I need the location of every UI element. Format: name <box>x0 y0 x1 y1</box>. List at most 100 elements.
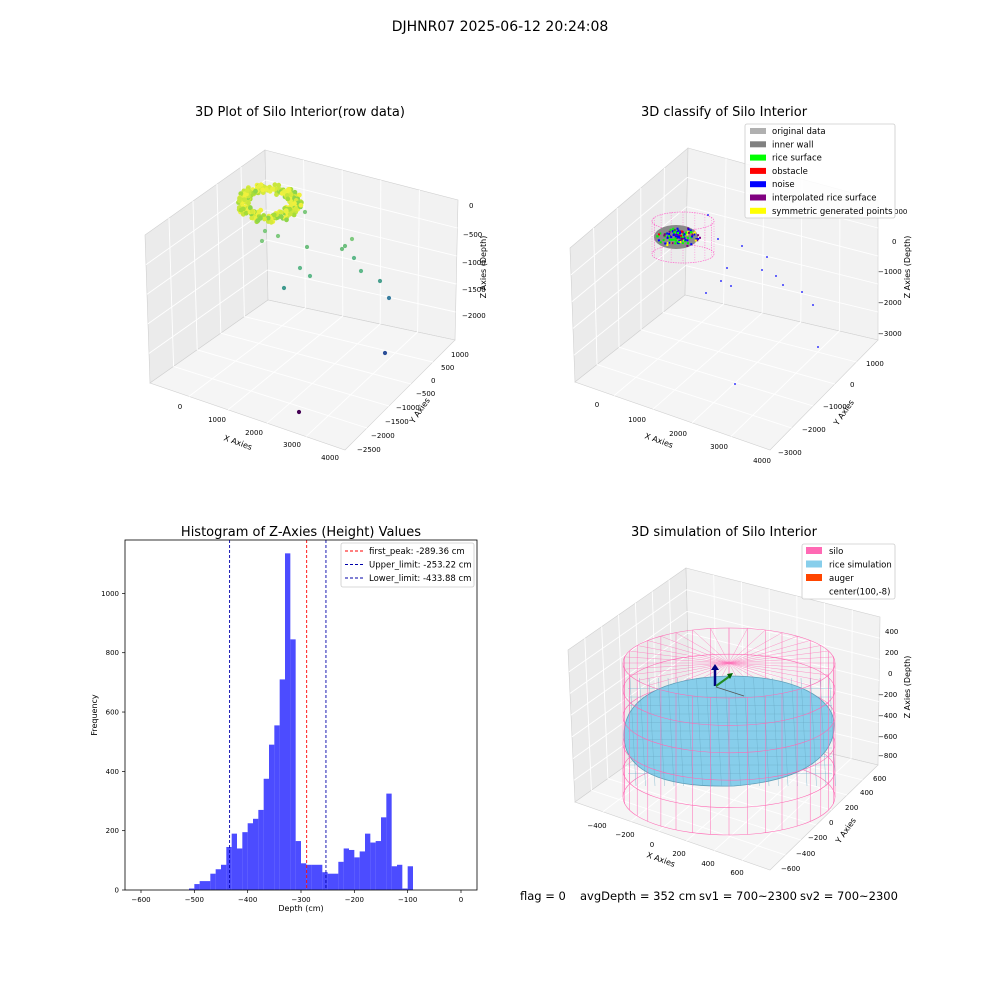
classify-legend-swatch <box>750 128 766 134</box>
classify-surface-point <box>689 229 692 232</box>
histogram-bar <box>354 857 360 890</box>
sim-legend-label: center(100,-8) <box>829 588 890 598</box>
classify-grid-line <box>572 235 687 329</box>
classify-surface-point <box>696 239 699 242</box>
panel-sim-title: 3D simulation of Silo Interior <box>631 525 818 540</box>
histogram-bar <box>343 848 349 890</box>
classify-grid-line <box>730 330 840 437</box>
raw-ring-point <box>287 211 293 217</box>
status-line: flag = 0 avgDepth = 352 cm sv1 = 700~230… <box>520 889 898 903</box>
raw-sparse-point <box>339 246 345 252</box>
raw-ring-point <box>271 212 277 218</box>
classify-surface-point <box>669 228 672 231</box>
raw-ring-point <box>293 206 299 212</box>
classify-xtick-0: 0 <box>595 401 599 409</box>
histogram-bar <box>194 884 200 890</box>
sim-rice-mesh-line <box>753 677 760 787</box>
classify-surface-point <box>686 242 689 245</box>
histogram-xticks: −600 −500 −400 −300 −200 −100 0 <box>131 890 463 904</box>
histogram-bar <box>221 864 227 890</box>
raw-grid-line <box>379 179 382 325</box>
histogram-bar <box>189 888 195 890</box>
histogram-bar <box>359 851 365 890</box>
figure-suptitle: DJHNR07 2025-06-12 20:24:08 <box>392 19 609 35</box>
sim-rice-mesh-line <box>667 677 675 787</box>
status-flag: flag = 0 <box>520 889 566 903</box>
raw-sparse-point <box>377 278 383 284</box>
histogram-bar <box>327 873 333 890</box>
raw-sparse-point <box>304 244 310 250</box>
classify-legend-label: original data <box>772 127 826 137</box>
sim-legend-label: rice simulation <box>829 561 892 571</box>
classify-surface-point <box>694 239 697 242</box>
classify-surface-point <box>682 233 685 235</box>
classify-grid-line <box>570 177 688 276</box>
raw-grid-line <box>267 269 456 313</box>
sim-silo-roof-spoke <box>660 636 730 664</box>
histogram-xtick-label: −200 <box>345 896 364 904</box>
classify-surface-point <box>671 242 674 245</box>
sim-zlabel: Z Axies (Depth) <box>903 656 912 719</box>
sim-xtick-4: 400 <box>701 860 714 868</box>
panel-raw-title: 3D Plot of Silo Interior(row data) <box>195 105 405 120</box>
raw-xtick-3: 3000 <box>283 441 301 449</box>
classify-surface-point <box>668 233 671 235</box>
sim-legend: silo rice simulation auger center(100,-8) <box>801 543 896 600</box>
classify-ytick-2: −1000 <box>823 403 847 411</box>
sim-xtick-0: −400 <box>587 822 606 830</box>
raw-ring-point <box>264 187 269 193</box>
raw-ring-point <box>288 192 294 197</box>
classify-noise-point <box>766 256 768 258</box>
histogram-legend-label: Lower_limit: -433.88 cm <box>369 574 471 584</box>
sim-silo-roof-spoke <box>728 662 834 670</box>
sim-rice-mesh-line <box>829 677 836 787</box>
sim-rice-mesh-line <box>648 677 656 787</box>
classify-noise-point <box>761 269 763 271</box>
sim-xtick-1: −200 <box>615 831 634 839</box>
histogram-bars <box>189 553 413 890</box>
raw-sparse-point <box>342 243 348 249</box>
raw-sparse-point <box>386 295 392 301</box>
raw-grid-line <box>266 323 381 424</box>
histogram-bar <box>253 818 259 890</box>
panel-raw-3d: 3D Plot of Silo Interior(row data) 0 100… <box>144 105 488 462</box>
sim-rice-mesh-line <box>800 677 808 787</box>
classify-grid-line <box>691 321 802 424</box>
classify-surface-point <box>680 234 683 237</box>
classify-noise-point <box>734 383 736 385</box>
classify-grid-line <box>616 207 620 348</box>
sim-ytick-0: 600 <box>873 775 886 783</box>
classify-ytick-1: 0 <box>850 381 854 389</box>
sim-rice-mesh-line <box>724 677 732 787</box>
raw-grid-line <box>168 217 175 367</box>
status-sv1: sv1 = 700~2300 <box>699 889 797 903</box>
classify-grid-line <box>723 158 727 305</box>
sim-silo-roof-spoke <box>728 645 821 664</box>
raw-ring-point <box>270 186 275 192</box>
raw-ytick-4: −1000 <box>396 404 420 412</box>
classify-surface-point <box>690 243 693 246</box>
classify-surface-point <box>697 234 700 237</box>
raw-ztick-0: 0 <box>469 202 473 210</box>
classify-legend: original data inner wall rice surface obsta… <box>744 123 896 219</box>
sim-silo-roof-spoke <box>637 645 730 664</box>
classify-xtick-4: 4000 <box>753 457 771 465</box>
classify-surface-point <box>686 239 689 242</box>
raw-ring-point <box>238 191 244 197</box>
classify-legend-label: interpolated rice surface <box>772 194 877 204</box>
raw-ztick-3: −1500 <box>462 286 486 294</box>
sim-ytick-5: −400 <box>796 850 815 858</box>
raw-sparse-point <box>296 409 302 415</box>
sim-rice-mesh <box>628 677 836 787</box>
histogram-ylabel: Frequency <box>90 694 99 736</box>
histogram-bar <box>402 888 408 890</box>
raw-ring-point <box>285 196 291 202</box>
sim-rice-mesh-line <box>734 677 741 787</box>
raw-ring-point <box>291 212 297 218</box>
classify-legend-label: rice surface <box>772 154 822 164</box>
raw-sparse-point <box>382 350 388 356</box>
classify-legend-swatch <box>750 194 766 201</box>
sim-rice-mesh-line <box>686 677 694 787</box>
raw-grid-line <box>266 239 457 285</box>
classify-xtick-2: 2000 <box>669 430 687 438</box>
